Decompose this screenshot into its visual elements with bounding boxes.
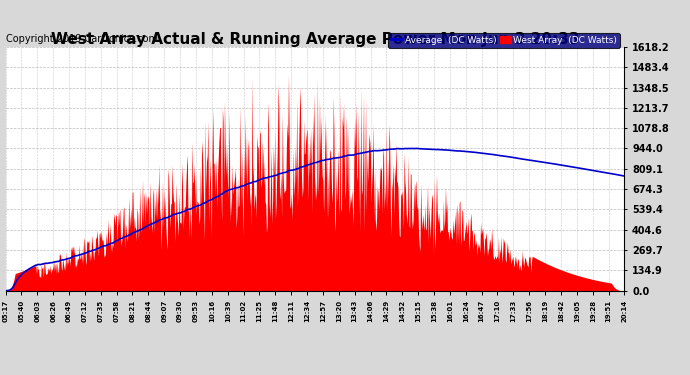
Title: West Array Actual & Running Average Power Mon Jun 3 20:33: West Array Actual & Running Average Powe… [51,32,579,47]
Legend: Average  (DC Watts), West Array  (DC Watts): Average (DC Watts), West Array (DC Watts… [388,33,620,48]
Text: Copyright 2019 Cartronics.com: Copyright 2019 Cartronics.com [6,34,157,45]
